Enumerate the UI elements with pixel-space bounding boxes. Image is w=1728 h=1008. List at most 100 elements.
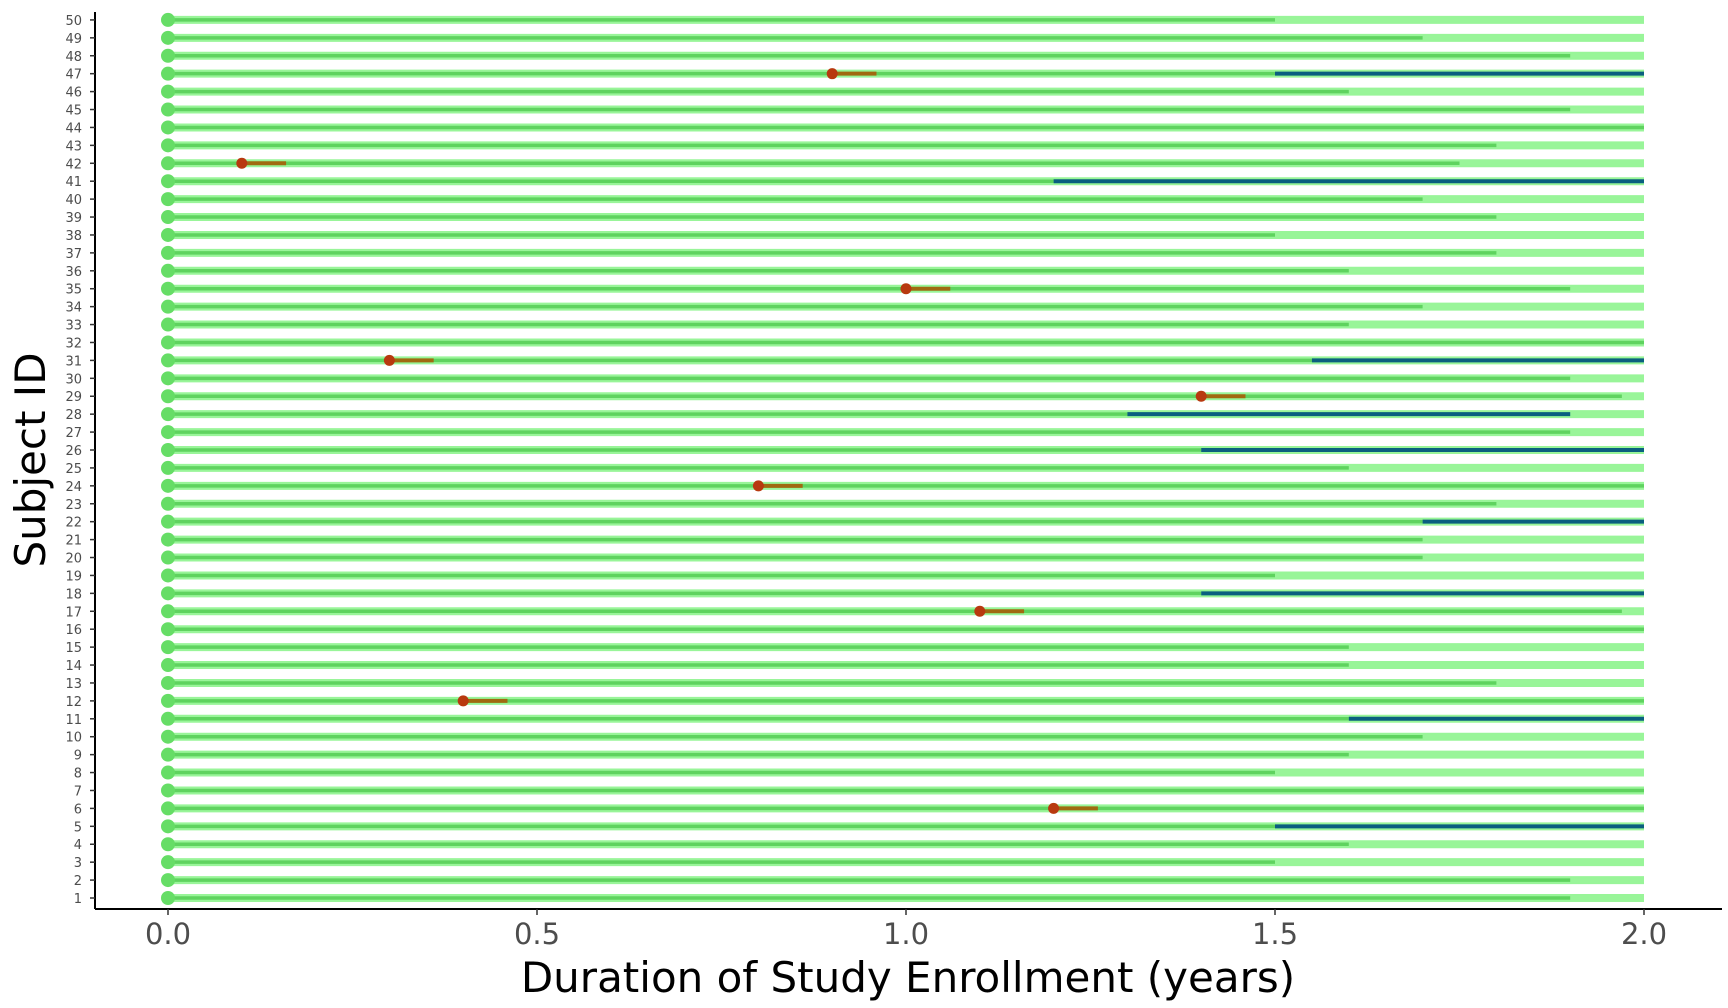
y-tick-label: 47 bbox=[65, 68, 82, 83]
start-marker bbox=[161, 12, 175, 27]
y-tick-label: 5 bbox=[74, 820, 82, 835]
start-marker bbox=[161, 622, 175, 637]
start-marker bbox=[161, 675, 175, 690]
start-marker bbox=[161, 460, 175, 475]
start-marker bbox=[161, 30, 175, 45]
event-marker bbox=[900, 283, 912, 295]
y-tick-label: 43 bbox=[65, 139, 82, 154]
event-marker bbox=[1048, 802, 1060, 814]
start-marker bbox=[161, 48, 175, 63]
y-tick-label: 15 bbox=[65, 641, 82, 656]
start-marker bbox=[161, 550, 175, 565]
start-marker bbox=[161, 281, 175, 296]
start-marker bbox=[161, 765, 175, 780]
y-tick-label: 42 bbox=[65, 157, 82, 172]
y-tick-label: 1 bbox=[74, 892, 82, 907]
event-marker bbox=[752, 480, 764, 492]
y-tick-labels: 1234567891011121314151617181920212223242… bbox=[65, 14, 95, 907]
start-marker bbox=[161, 245, 175, 260]
x-axis-title: Duration of Study Enrollment (years) bbox=[521, 953, 1295, 1002]
start-marker bbox=[161, 138, 175, 153]
start-marker bbox=[161, 389, 175, 404]
y-tick-label: 29 bbox=[65, 390, 82, 405]
event-marker bbox=[974, 605, 986, 617]
y-tick-label: 45 bbox=[65, 104, 82, 119]
start-marker bbox=[161, 693, 175, 708]
start-marker bbox=[161, 174, 175, 189]
y-tick-label: 4 bbox=[74, 838, 82, 853]
y-tick-label: 10 bbox=[65, 731, 82, 746]
y-tick-label: 37 bbox=[65, 247, 82, 262]
y-tick-label: 7 bbox=[74, 784, 82, 799]
y-tick-label: 33 bbox=[65, 319, 82, 334]
y-tick-label: 20 bbox=[65, 552, 82, 567]
start-marker bbox=[161, 299, 175, 314]
event-marker bbox=[236, 157, 248, 169]
y-tick-label: 3 bbox=[74, 856, 82, 871]
start-marker bbox=[161, 873, 175, 888]
y-tick-label: 25 bbox=[65, 462, 82, 477]
start-marker bbox=[161, 263, 175, 278]
start-marker bbox=[161, 227, 175, 242]
start-marker bbox=[161, 335, 175, 350]
bars-layer bbox=[168, 15, 1644, 902]
y-tick-label: 40 bbox=[65, 193, 82, 208]
start-marker bbox=[161, 156, 175, 171]
start-marker bbox=[161, 604, 175, 619]
y-tick-label: 44 bbox=[65, 121, 82, 136]
y-tick-label: 30 bbox=[65, 372, 82, 387]
start-marker bbox=[161, 407, 175, 422]
y-tick-label: 21 bbox=[65, 534, 82, 549]
y-tick-label: 19 bbox=[65, 569, 82, 584]
y-tick-label: 46 bbox=[65, 86, 82, 101]
y-tick-label: 35 bbox=[65, 283, 82, 298]
start-marker bbox=[161, 84, 175, 99]
event-marker bbox=[457, 695, 469, 707]
y-tick-label: 16 bbox=[65, 623, 82, 638]
start-marker bbox=[161, 640, 175, 655]
y-tick-label: 39 bbox=[65, 211, 82, 226]
event-marker bbox=[826, 68, 838, 80]
start-marker bbox=[161, 586, 175, 601]
start-marker bbox=[161, 568, 175, 583]
y-tick-label: 26 bbox=[65, 444, 82, 459]
markers-layer bbox=[161, 12, 1644, 905]
y-tick-label: 36 bbox=[65, 265, 82, 280]
y-tick-label: 34 bbox=[65, 301, 82, 316]
y-tick-label: 22 bbox=[65, 516, 82, 531]
x-tick-label: 2.0 bbox=[1621, 917, 1667, 951]
start-marker bbox=[161, 192, 175, 207]
start-marker bbox=[161, 855, 175, 870]
start-marker bbox=[161, 658, 175, 673]
x-tick-label: 0.0 bbox=[145, 917, 191, 951]
y-tick-label: 27 bbox=[65, 426, 82, 441]
y-tick-label: 38 bbox=[65, 229, 82, 244]
start-marker bbox=[161, 120, 175, 135]
x-tick-label: 1.5 bbox=[1252, 917, 1298, 951]
start-marker bbox=[161, 496, 175, 511]
start-marker bbox=[161, 210, 175, 225]
event-marker bbox=[1195, 390, 1207, 402]
start-marker bbox=[161, 837, 175, 852]
y-tick-label: 48 bbox=[65, 50, 82, 65]
start-marker bbox=[161, 317, 175, 332]
start-marker bbox=[161, 532, 175, 547]
start-marker bbox=[161, 729, 175, 744]
y-tick-label: 24 bbox=[65, 480, 82, 495]
y-tick-label: 12 bbox=[65, 695, 82, 710]
y-tick-label: 11 bbox=[65, 713, 82, 728]
y-tick-label: 9 bbox=[74, 749, 82, 764]
x-tick-labels: 0.0 0.5 1.0 1.5 2.0 bbox=[145, 909, 1667, 951]
y-tick-label: 49 bbox=[65, 32, 82, 47]
start-marker bbox=[161, 353, 175, 368]
start-marker bbox=[161, 891, 175, 905]
y-tick-label: 18 bbox=[65, 587, 82, 602]
y-tick-label: 2 bbox=[74, 874, 82, 889]
start-marker bbox=[161, 819, 175, 834]
start-marker bbox=[161, 425, 175, 440]
start-marker bbox=[161, 443, 175, 457]
start-marker bbox=[161, 478, 175, 493]
y-tick-label: 32 bbox=[65, 336, 82, 351]
y-tick-label: 17 bbox=[65, 605, 82, 620]
